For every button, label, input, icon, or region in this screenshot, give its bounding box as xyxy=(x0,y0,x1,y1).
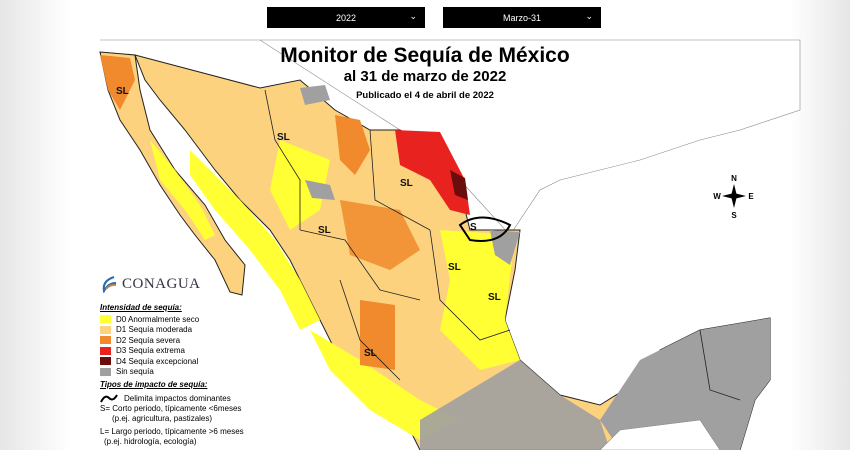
map-label: SL xyxy=(488,292,501,303)
d4-area xyxy=(450,170,468,200)
legend-swatch xyxy=(100,346,111,355)
conagua-logo: CONAGUA xyxy=(100,275,270,293)
no-drought-north xyxy=(300,85,330,105)
legend-short-example: (p.ej. agricultura, pastizales) xyxy=(112,413,213,423)
state-borders xyxy=(264,89,741,401)
legend-swatch xyxy=(100,325,111,334)
d2-area-chihuahua xyxy=(335,115,370,175)
legend-label: Sin sequía xyxy=(116,367,154,377)
no-drought-yucatan xyxy=(600,318,770,450)
compass-w: W xyxy=(713,192,721,201)
map-subtitle: al 31 de marzo de 2022 xyxy=(343,68,507,85)
d0-area-east xyxy=(440,230,520,370)
legend: CONAGUA Intensidad de sequía: D0 Anormal… xyxy=(100,275,270,447)
d0-area-sonora xyxy=(190,150,320,330)
legend-swatch xyxy=(100,336,111,345)
legend-swatch xyxy=(100,357,111,366)
legend-swatch xyxy=(100,315,111,324)
no-drought-chihuahua xyxy=(305,180,335,200)
date-select-value: Marzo-31 xyxy=(502,12,541,23)
compass-rose: N S E W xyxy=(713,174,754,220)
chevron-down-icon: ⌄ xyxy=(585,11,593,21)
legend-item: D3 Sequía extrema xyxy=(100,346,270,357)
legend-item: Sin sequía xyxy=(100,367,270,378)
legend-item: D4 Sequía excepcional xyxy=(100,356,270,367)
impact-boundary-line xyxy=(458,216,512,242)
map-label: SL xyxy=(448,262,461,273)
map-label: SL xyxy=(400,178,413,189)
legend-impact-line: Delimita impactos dominantes xyxy=(100,393,270,404)
impact-line-icon xyxy=(100,394,118,403)
legend-label: D3 Sequía extrema xyxy=(116,346,185,356)
map-label: S xyxy=(470,222,477,233)
date-select[interactable]: Marzo-31 ⌄ xyxy=(443,7,601,28)
guatemala-land xyxy=(599,419,721,450)
map-label: SL xyxy=(277,132,290,143)
d3-area-coahuila xyxy=(395,130,470,215)
d0-area-center xyxy=(310,330,460,440)
legend-swatch xyxy=(100,367,111,376)
map-label: SL xyxy=(116,86,129,97)
legend-item: D2 Sequía severa xyxy=(100,335,270,346)
compass-e: E xyxy=(748,192,754,201)
d2-area-center xyxy=(340,200,420,270)
no-drought-south xyxy=(420,360,610,450)
compass-s: S xyxy=(731,211,737,220)
baja-dry-region xyxy=(150,140,215,240)
map-label: SL xyxy=(318,225,331,236)
chevron-down-icon: ⌄ xyxy=(409,11,417,21)
conagua-logo-text: CONAGUA xyxy=(122,275,201,292)
legend-impact-title: Tipos de impacto de sequía: xyxy=(100,380,208,389)
map-label: SL xyxy=(364,348,377,359)
compass-n: N xyxy=(731,174,737,183)
legend-label: D1 Sequía moderada xyxy=(116,325,193,335)
published-date: Publicado el 4 de abril de 2022 xyxy=(356,90,494,101)
baja-north-severe xyxy=(100,55,135,110)
legend-item: D0 Anormalmente seco xyxy=(100,314,270,325)
legend-long-example: (p.ej. hidrología, ecología) xyxy=(104,436,197,446)
year-select[interactable]: 2022 ⌄ xyxy=(267,7,425,28)
d2-area-west xyxy=(360,300,395,370)
legend-intensity-title: Intensidad de sequía: xyxy=(100,303,182,312)
legend-item: D1 Sequía moderada xyxy=(100,325,270,336)
legend-short: S= Corto periodo, típicamente <6meses xyxy=(100,403,242,413)
legend-label: D2 Sequía severa xyxy=(116,335,181,345)
conagua-logo-icon xyxy=(102,276,117,293)
page-margin-left xyxy=(0,0,70,450)
map-title: Monitor de Sequía de México xyxy=(280,44,570,67)
year-select-value: 2022 xyxy=(335,12,357,23)
legend-label: D4 Sequía excepcional xyxy=(116,356,199,366)
legend-label: D0 Anormalmente seco xyxy=(116,314,200,324)
legend-long: L= Largo periodo, típicamente >6 meses xyxy=(100,426,244,436)
